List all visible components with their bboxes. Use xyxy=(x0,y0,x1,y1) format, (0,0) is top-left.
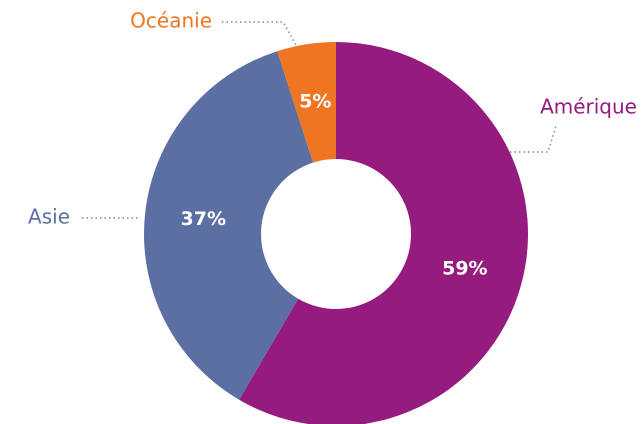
leader-line xyxy=(222,21,297,46)
value-label: 5% xyxy=(299,91,331,113)
category-label: Océanie xyxy=(130,9,212,33)
category-label: Amérique xyxy=(540,95,637,119)
slice xyxy=(239,42,528,424)
category-label: Asie xyxy=(28,205,70,229)
slice xyxy=(277,42,336,163)
value-label: 59% xyxy=(442,257,487,279)
slice xyxy=(143,51,314,400)
value-label: 37% xyxy=(181,208,226,230)
leader-line xyxy=(510,125,557,153)
